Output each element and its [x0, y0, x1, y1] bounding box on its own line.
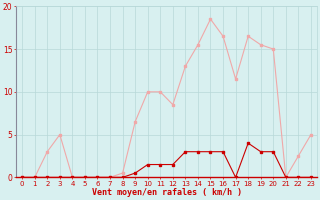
X-axis label: Vent moyen/en rafales ( km/h ): Vent moyen/en rafales ( km/h ) [92, 188, 242, 197]
